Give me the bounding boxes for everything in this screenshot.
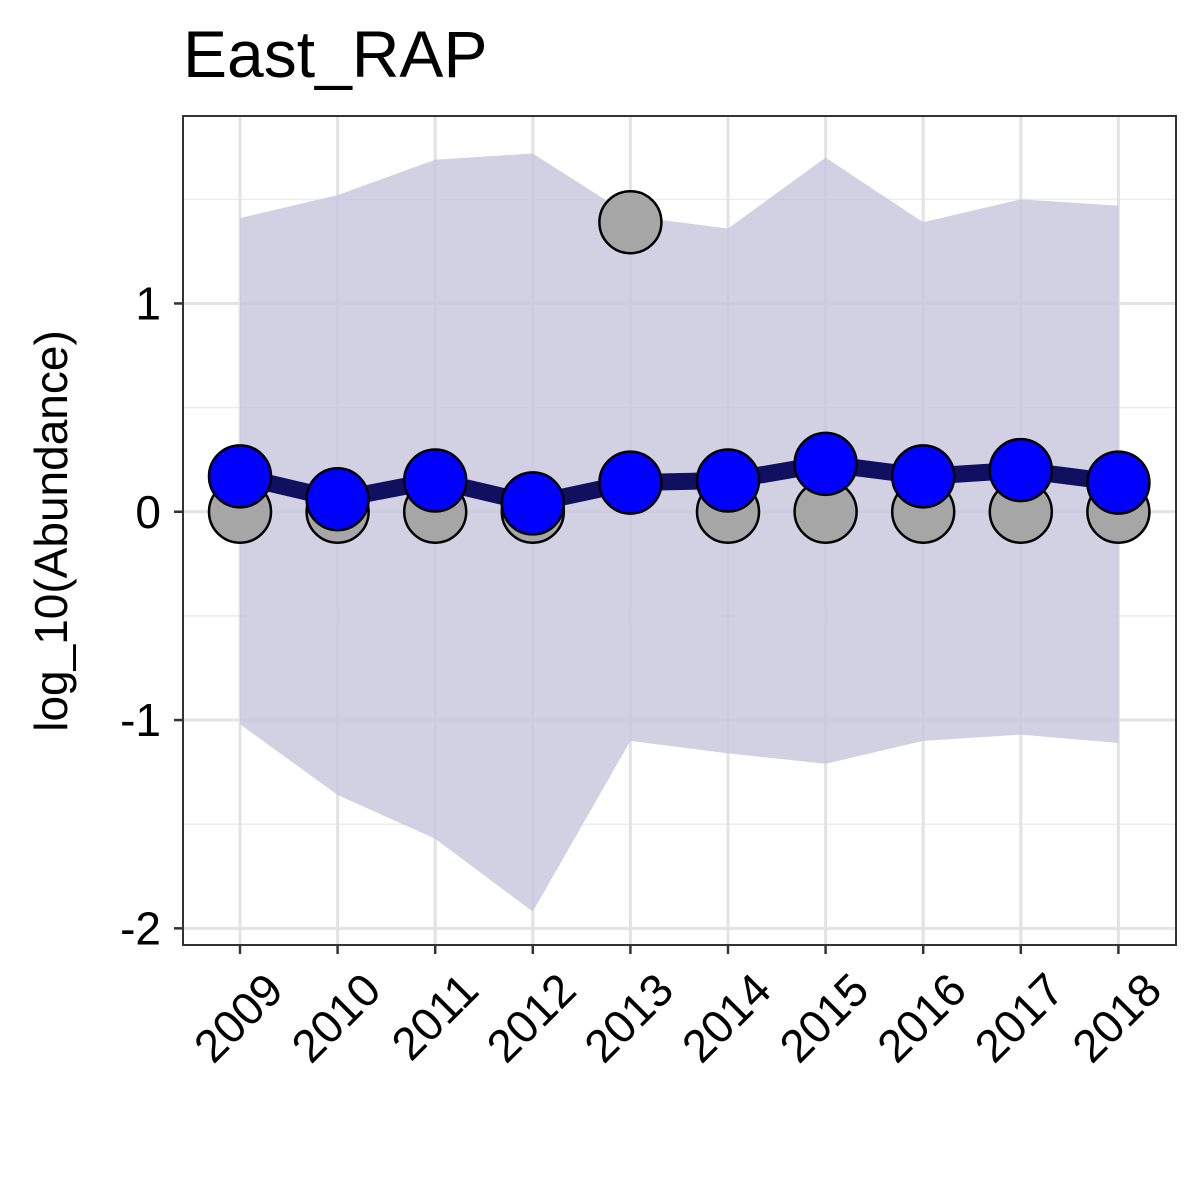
x-tick-label: 2011 — [381, 963, 488, 1070]
x-tick-label: 2010 — [281, 963, 390, 1072]
x-tick-label: 2012 — [476, 963, 585, 1072]
estimate-point-2009 — [207, 444, 273, 509]
observed-point-2013 — [598, 189, 663, 255]
plot-border — [182, 115, 1177, 946]
estimate-point-2017 — [988, 437, 1054, 503]
estimate-point-2012 — [500, 471, 566, 536]
ribbon-layer — [240, 153, 1119, 912]
y-tick-label: 1 — [135, 277, 161, 329]
estimate-point-2013 — [598, 450, 663, 515]
x-tick-label: 2018 — [1062, 963, 1171, 1072]
y-axis-label: log_10(Abundance) — [25, 330, 77, 732]
x-tick-label: 2014 — [672, 963, 781, 1072]
estimate-point-2010 — [305, 467, 370, 532]
chart-title: East_RAP — [183, 17, 487, 91]
estimate-point-2014 — [695, 448, 761, 513]
estimate-point-2018 — [1086, 450, 1151, 515]
confidence-ribbon — [240, 153, 1119, 912]
x-tick-label: 2016 — [867, 963, 976, 1072]
x-tick-label: 2009 — [184, 963, 293, 1072]
trend-line — [238, 455, 1120, 512]
estimate-point-2011 — [402, 448, 468, 513]
y-tick-label: -2 — [120, 902, 161, 954]
estimate-points — [207, 431, 1151, 536]
y-tick-label: -1 — [120, 694, 161, 746]
x-tick-label: 2017 — [964, 963, 1073, 1072]
y-axis-ticks: 1 0 -1 -2 — [120, 277, 183, 954]
trend-line-layer — [238, 455, 1120, 512]
estimate-point-2016 — [890, 444, 956, 509]
estimate-point-2015 — [793, 431, 858, 497]
y-tick-label: 0 — [135, 486, 161, 538]
x-tick-label: 2013 — [574, 963, 683, 1072]
x-tick-label: 2015 — [769, 963, 878, 1072]
